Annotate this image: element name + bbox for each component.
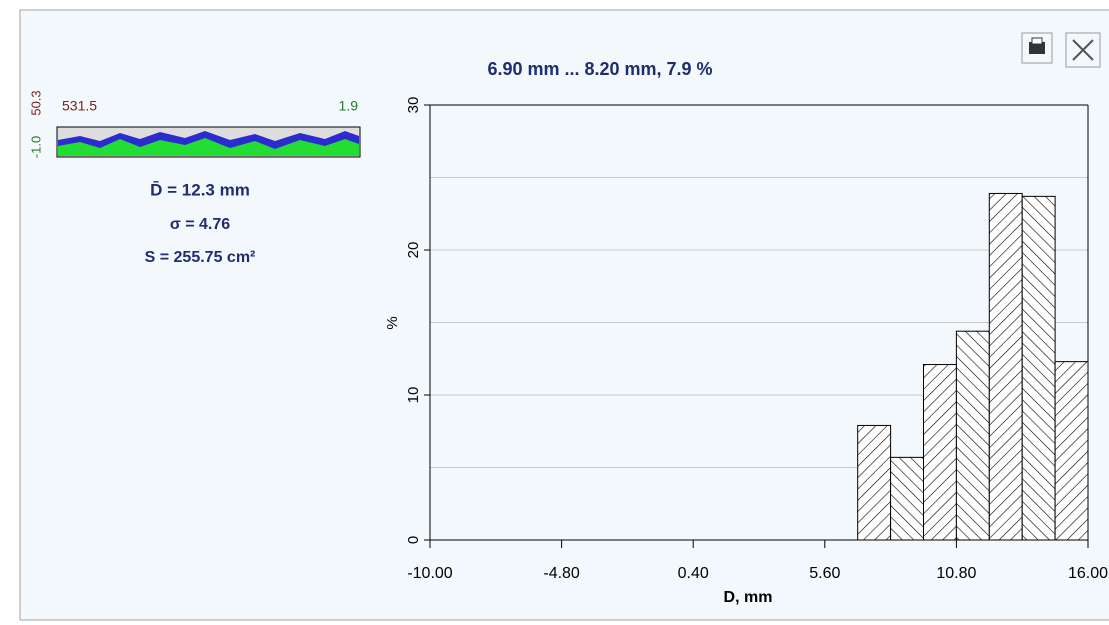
y-tick-label: 10 <box>405 387 422 404</box>
bar <box>1055 362 1088 540</box>
y-tick-label: 20 <box>405 242 422 259</box>
range-right: 1.9 <box>339 98 359 114</box>
scale-bottom: -1.0 <box>28 136 43 158</box>
y-tick-label: 0 <box>405 536 422 544</box>
mean-diameter: D̄ = 12.3 mm <box>150 180 250 199</box>
bar <box>924 365 957 540</box>
x-tick-label: 5.60 <box>809 565 840 582</box>
x-axis-label: D, mm <box>724 589 773 606</box>
x-tick-label: -4.80 <box>543 565 580 582</box>
x-tick-label: 0.40 <box>678 565 709 582</box>
print-button[interactable] <box>1022 33 1052 63</box>
sigma: σ = 4.76 <box>170 216 230 233</box>
x-tick-label: 16.00 <box>1068 565 1108 582</box>
bar <box>858 425 891 540</box>
y-tick-label: 30 <box>405 97 422 114</box>
x-tick-label: 10.80 <box>936 565 976 582</box>
close-button[interactable] <box>1066 33 1100 67</box>
area: S = 255.75 cm² <box>145 249 256 266</box>
bar <box>956 331 989 540</box>
scale-top: 50.3 <box>28 90 43 115</box>
chart-title: 6.90 mm ... 8.20 mm, 7.9 % <box>487 59 712 79</box>
y-axis-label: % <box>384 316 401 329</box>
bar <box>989 193 1022 540</box>
bar <box>891 457 924 540</box>
bar <box>1022 196 1055 540</box>
histogram-window: 531.5 1.9 50.3 -1.0 D̄ = 12.3 mm σ = 4.7… <box>0 0 1109 625</box>
range-left: 531.5 <box>62 98 97 114</box>
x-tick-label: -10.00 <box>407 565 452 582</box>
profile-strip <box>57 127 360 157</box>
